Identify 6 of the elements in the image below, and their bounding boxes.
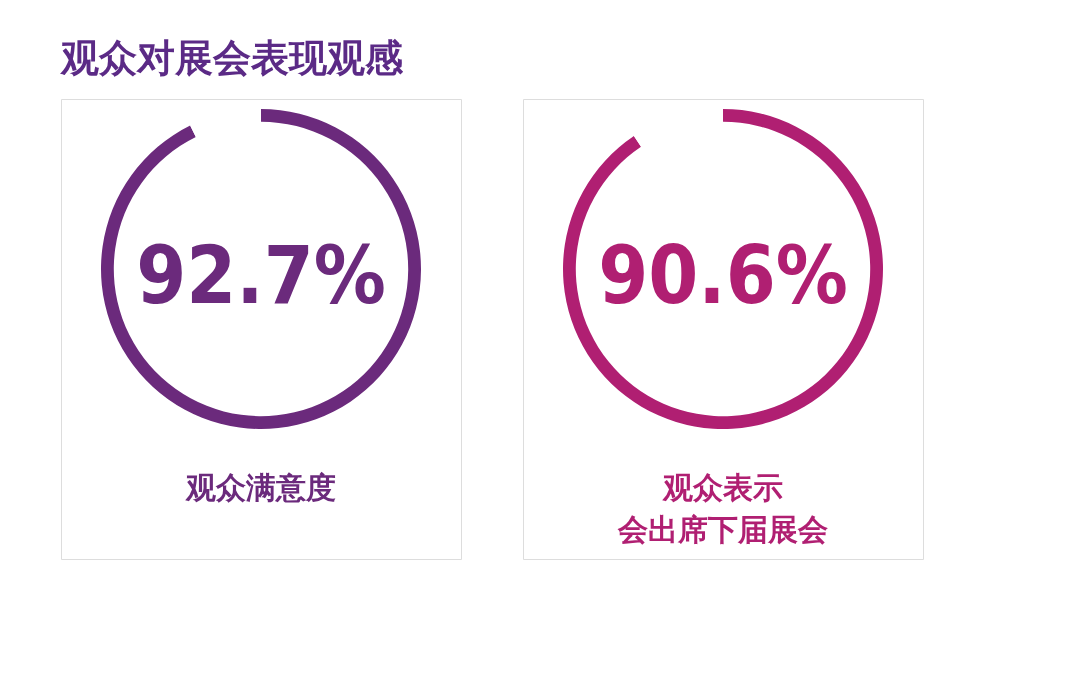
text: 观众满意度	[185, 470, 336, 505]
data-label: 90.6%	[598, 229, 848, 322]
text: 会出席下届展会	[617, 512, 828, 547]
chart-title: 观众对展会表现观感	[59, 35, 404, 80]
data-label: 92.7%	[136, 229, 386, 322]
text: 观众表示	[662, 470, 783, 505]
